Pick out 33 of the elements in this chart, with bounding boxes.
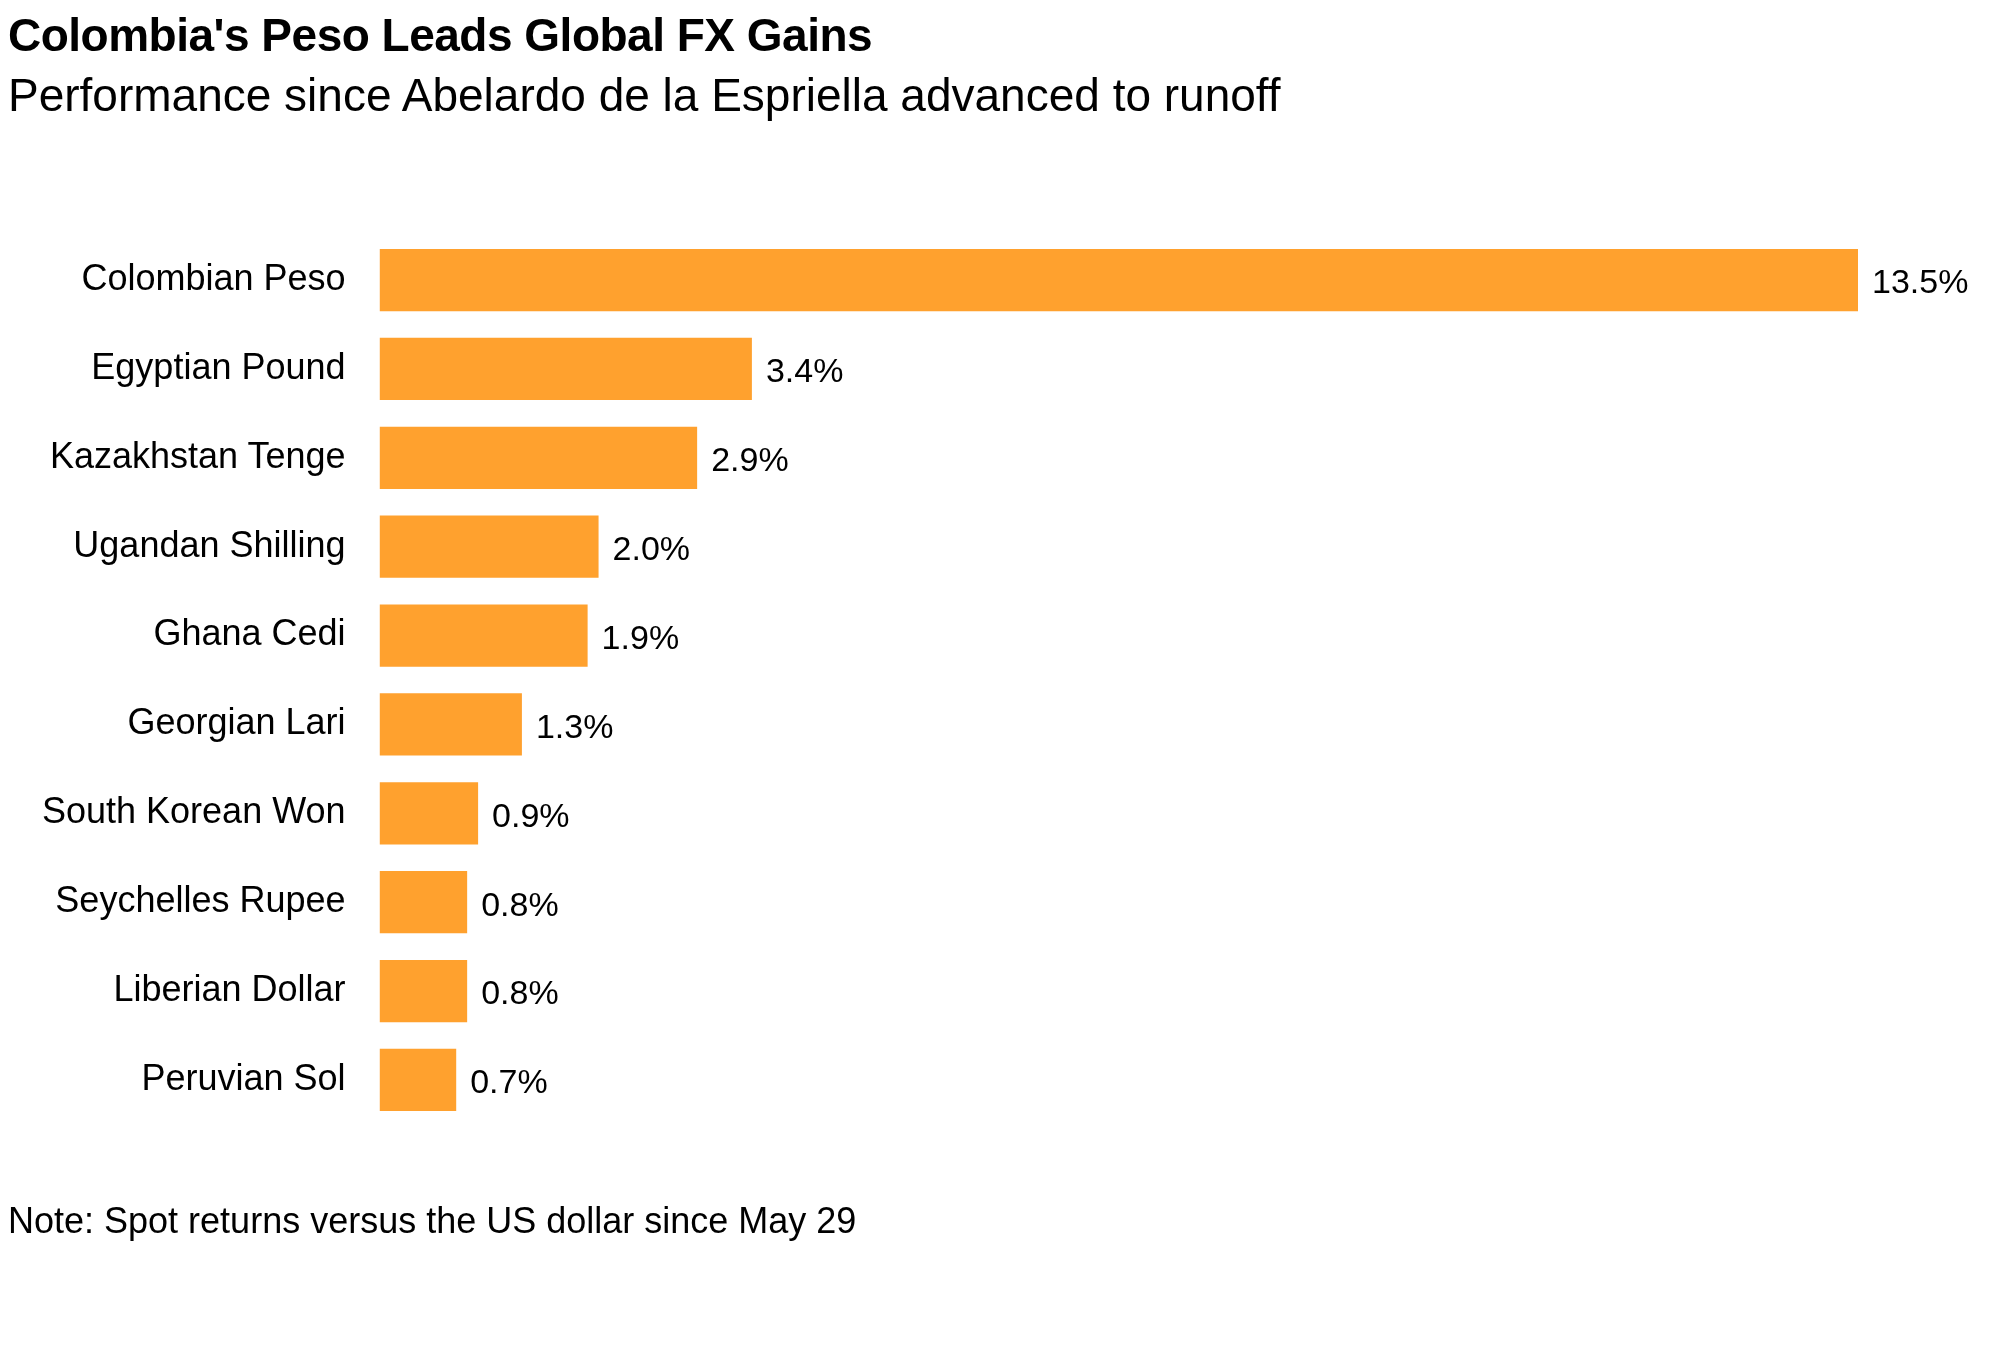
bar bbox=[379, 782, 479, 845]
bar bbox=[379, 248, 1858, 312]
bar bbox=[379, 515, 599, 578]
y-tick-label: South Korean Won bbox=[41, 790, 346, 832]
data-label: 0.8% bbox=[481, 973, 559, 1012]
y-tick-label: Ugandan Shilling bbox=[73, 523, 346, 565]
bar bbox=[379, 871, 468, 934]
bar bbox=[379, 1048, 457, 1112]
y-tick-label: Ghana Cedi bbox=[153, 612, 346, 654]
data-label: 0.9% bbox=[492, 795, 570, 834]
data-label: 0.7% bbox=[470, 1062, 548, 1101]
y-tick-label: Georgian Lari bbox=[127, 701, 346, 743]
data-label: 2.0% bbox=[612, 529, 691, 568]
y-tick-label: Peruvian Sol bbox=[141, 1056, 346, 1098]
y-tick-label: Egyptian Pound bbox=[91, 345, 346, 387]
chart-title: Colombia's Peso Leads Global FX Gains bbox=[8, 8, 874, 62]
data-label: 3.4% bbox=[765, 351, 844, 390]
chart-subtitle: Performance since Abelardo de la Espriella advanced to runoff bbox=[8, 68, 1282, 122]
bar bbox=[379, 337, 752, 401]
data-label: 0.8% bbox=[481, 884, 559, 923]
bar bbox=[379, 604, 588, 667]
y-tick-label: Liberian Dollar bbox=[113, 968, 346, 1009]
bar bbox=[379, 426, 698, 489]
text: Note: Spot returns versus the US dollar since May 29 bbox=[8, 1200, 858, 1242]
y-tick-label: Seychelles Rupee bbox=[55, 879, 346, 921]
data-label: 2.9% bbox=[711, 440, 789, 479]
data-label: 1.3% bbox=[535, 706, 614, 745]
bar bbox=[379, 693, 522, 756]
data-label: 13.5% bbox=[1872, 262, 1969, 301]
bar bbox=[379, 959, 468, 1023]
y-tick-label: Colombian Peso bbox=[81, 256, 346, 298]
y-tick-label: Kazakhstan Tenge bbox=[49, 434, 346, 476]
data-label: 1.9% bbox=[601, 617, 680, 656]
